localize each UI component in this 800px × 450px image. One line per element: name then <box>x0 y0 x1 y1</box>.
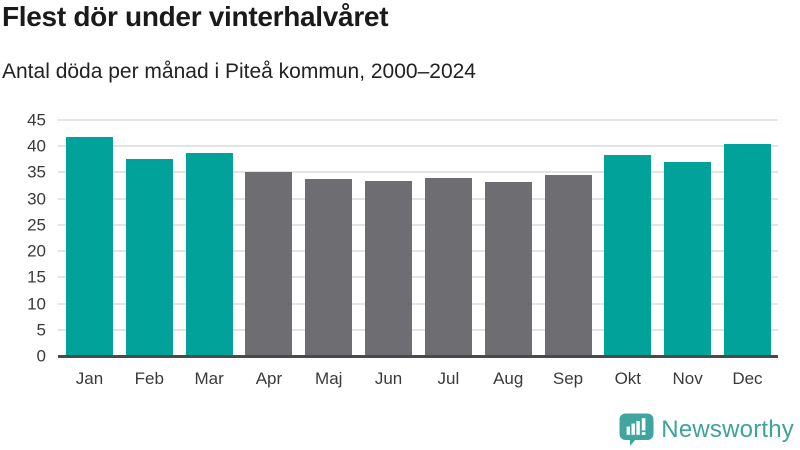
y-tick-label-25: 25 <box>27 215 46 235</box>
x-tick-label-nov: Nov <box>672 369 703 388</box>
bar-jul <box>424 177 472 356</box>
x-axis-line <box>58 355 778 358</box>
x-tick-label-maj: Maj <box>315 369 343 388</box>
x-tick-label-feb: Feb <box>134 369 164 388</box>
bar-nov <box>664 162 712 356</box>
gridline-10 <box>58 302 778 305</box>
x-tick-label-jul: Jul <box>437 369 460 388</box>
x-tick-label-dec: Dec <box>732 369 763 388</box>
chart-subtitle: Antal döda per månad i Piteå kommun, 200… <box>2 60 476 83</box>
y-tick-label-45: 45 <box>27 110 46 130</box>
gridline-30 <box>58 197 778 200</box>
brand-footer: Newsworthy <box>619 413 794 446</box>
bar-apr <box>245 172 293 356</box>
gridline-25 <box>58 223 778 226</box>
gridline-20 <box>58 250 778 253</box>
bar-feb <box>125 158 173 356</box>
y-tick-label-5: 5 <box>36 320 46 340</box>
bar-dec <box>723 144 771 356</box>
gridline-35 <box>58 171 778 174</box>
bar-jan <box>66 136 113 356</box>
brand-name: Newsworthy <box>661 415 794 443</box>
x-tick-label-aug: Aug <box>493 369 524 388</box>
bar-aug <box>484 182 532 356</box>
gridline-40 <box>58 145 778 148</box>
bar-maj <box>305 178 353 356</box>
gridline-45 <box>58 119 778 121</box>
y-tick-label-40: 40 <box>27 136 46 156</box>
x-tick-label-jun: Jun <box>374 369 403 388</box>
bar-mar <box>185 153 233 356</box>
x-tick-label-okt: Okt <box>614 369 642 388</box>
x-tick-label-mar: Mar <box>194 369 224 388</box>
x-tick-label-apr: Apr <box>255 369 283 388</box>
gridline-15 <box>58 276 778 279</box>
bar-jun <box>365 180 413 356</box>
y-tick-label-10: 10 <box>27 294 46 314</box>
y-tick-label-35: 35 <box>27 162 46 182</box>
x-tick-label-jan: Jan <box>75 369 104 388</box>
bar-sep <box>544 174 592 356</box>
y-tick-label-15: 15 <box>27 267 46 287</box>
x-axis-labels: Jan Feb Mar Apr Maj Jun Jul Aug Sep Okt Nov Dec <box>58 369 778 389</box>
y-tick-label-0: 0 <box>36 346 46 366</box>
newsworthy-logo-icon <box>619 413 654 446</box>
y-axis-labels: 0 5 10 15 20 25 30 35 40 45 <box>0 112 46 365</box>
bars <box>58 120 778 356</box>
plot-area <box>58 119 778 356</box>
y-tick-label-20: 20 <box>27 241 46 261</box>
page-title: Flest dör under vinterhalvåret <box>2 1 389 32</box>
y-tick-label-30: 30 <box>27 189 46 209</box>
x-tick-label-sep: Sep <box>552 369 584 388</box>
gridline-5 <box>58 328 778 331</box>
bar-okt <box>604 154 652 356</box>
